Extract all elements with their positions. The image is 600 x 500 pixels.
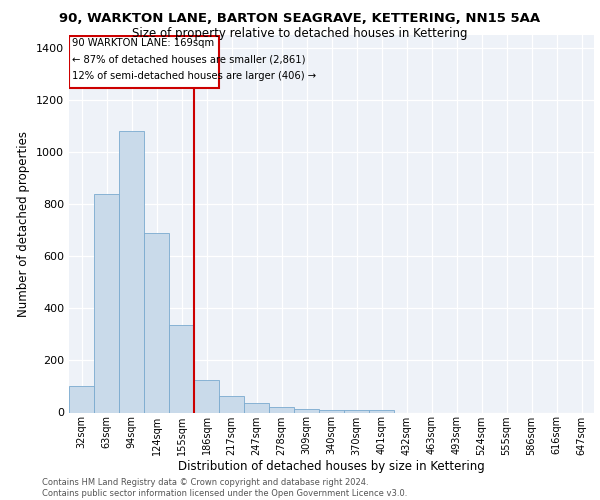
Text: Contains HM Land Registry data © Crown copyright and database right 2024.
Contai: Contains HM Land Registry data © Crown c… bbox=[42, 478, 407, 498]
Text: 90, WARKTON LANE, BARTON SEAGRAVE, KETTERING, NN15 5AA: 90, WARKTON LANE, BARTON SEAGRAVE, KETTE… bbox=[59, 12, 541, 26]
Bar bbox=[94, 194, 119, 412]
Bar bbox=[194, 380, 219, 412]
Bar bbox=[294, 410, 319, 412]
Bar bbox=[119, 132, 144, 412]
Bar bbox=[319, 410, 344, 412]
FancyBboxPatch shape bbox=[69, 36, 219, 88]
Text: ← 87% of detached houses are smaller (2,861): ← 87% of detached houses are smaller (2,… bbox=[72, 54, 305, 64]
Bar bbox=[219, 396, 244, 412]
Bar bbox=[369, 410, 394, 412]
Bar bbox=[144, 233, 169, 412]
Text: 90 WARKTON LANE: 169sqm: 90 WARKTON LANE: 169sqm bbox=[72, 38, 214, 48]
Bar bbox=[269, 408, 294, 412]
Bar bbox=[244, 404, 269, 412]
Text: Size of property relative to detached houses in Kettering: Size of property relative to detached ho… bbox=[132, 28, 468, 40]
Bar bbox=[69, 386, 94, 412]
Text: 12% of semi-detached houses are larger (406) →: 12% of semi-detached houses are larger (… bbox=[72, 70, 316, 81]
Bar bbox=[169, 326, 194, 412]
Bar bbox=[344, 410, 369, 412]
X-axis label: Distribution of detached houses by size in Kettering: Distribution of detached houses by size … bbox=[178, 460, 485, 473]
Y-axis label: Number of detached properties: Number of detached properties bbox=[17, 130, 31, 317]
